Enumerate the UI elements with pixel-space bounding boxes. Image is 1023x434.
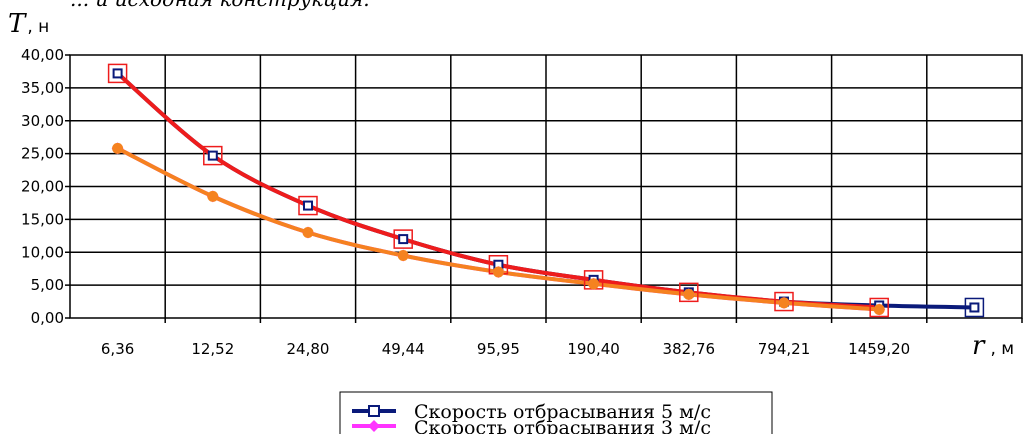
series-4-marker xyxy=(873,303,885,315)
x-axis-label: r, м xyxy=(972,331,1014,361)
series-4-marker xyxy=(207,190,219,202)
series-1-marker xyxy=(398,234,409,245)
y-axis-label: T, н xyxy=(8,9,49,39)
series-3-marker xyxy=(203,145,223,166)
legend-entry-2: Скорость отбрасывания 3 м/с xyxy=(352,417,711,434)
y-tick-label: 20,00 xyxy=(21,178,64,196)
series-3-marker xyxy=(393,229,413,249)
series-1-marker xyxy=(303,200,313,211)
series-markers xyxy=(107,63,985,318)
y-tick-label: 15,00 xyxy=(21,210,64,228)
legend-entry-1: Скорость отбрасывания 5 м/с xyxy=(352,401,711,423)
y-axis-label-text: T, н xyxy=(8,9,49,39)
x-tick-labels: 6,36 12,52 24,80 49,44 95,95 190,40 382,76 794,… xyxy=(101,318,1023,358)
x-tick-label: 49,44 xyxy=(382,340,425,358)
legend-box xyxy=(339,391,773,434)
series-1-marker xyxy=(112,68,123,79)
legend-label-1: Скорость отбрасывания 5 м/с xyxy=(414,401,711,423)
x-tick-label: 382,76 xyxy=(663,340,716,358)
series-1-end-marker xyxy=(964,297,985,318)
y-tick-label: 30,00 xyxy=(21,112,64,130)
x-axis-symbol: r xyxy=(972,331,986,361)
top-caption: ... и исходная конструкция. xyxy=(70,0,370,11)
x-tick-label: 24,80 xyxy=(287,340,330,358)
y-tick-label: 5,00 xyxy=(31,276,64,294)
series-3-marker xyxy=(774,291,794,312)
series-3-marker xyxy=(869,297,889,318)
grid xyxy=(70,55,1022,318)
legend: Скорость отбрасывания 5 м/с Скорость отб… xyxy=(339,391,773,434)
top-caption-text: ... и исходная конструкция. xyxy=(70,0,370,11)
y-axis-unit: , н xyxy=(27,17,49,37)
x-axis-label-text: r, м xyxy=(972,331,1014,361)
y-tick-label: 40,00 xyxy=(21,46,64,64)
series-4-marker xyxy=(302,227,314,239)
x-tick-label: 190,40 xyxy=(567,340,620,358)
x-tick-label: 95,95 xyxy=(477,340,520,358)
y-tick-labels: 0,00 5,00 10,00 15,00 20,00 25,00 30,00 35,00 40… xyxy=(21,46,70,327)
y-tick-label: 25,00 xyxy=(21,145,64,163)
x-axis-unit: , м xyxy=(990,339,1014,359)
series-1-marker xyxy=(969,302,980,313)
y-tick-label: 0,00 xyxy=(31,309,64,327)
x-tick-label: 12,52 xyxy=(191,340,234,358)
series-4-marker xyxy=(397,250,409,262)
series-4-marker xyxy=(778,297,790,309)
series-1-marker xyxy=(207,150,218,161)
x-tick-label: 1459,20 xyxy=(848,340,910,358)
y-axis-symbol: T xyxy=(8,9,27,39)
series-3-marker xyxy=(107,63,128,84)
x-tick-label: 6,36 xyxy=(101,340,134,358)
legend-marker-2 xyxy=(368,420,380,432)
y-tick-label: 10,00 xyxy=(21,243,64,261)
series-4-marker xyxy=(588,278,600,290)
series-3-marker xyxy=(679,282,699,303)
legend-marker-1 xyxy=(368,405,380,417)
series-3-marker xyxy=(298,195,318,216)
x-tick-label: 794,21 xyxy=(758,340,811,358)
series-4-marker xyxy=(492,266,504,278)
series-4-marker xyxy=(683,288,695,300)
legend-label-2: Скорость отбрасывания 3 м/с xyxy=(414,417,711,434)
series-4-marker xyxy=(112,142,124,154)
y-tick-label: 35,00 xyxy=(21,79,64,97)
